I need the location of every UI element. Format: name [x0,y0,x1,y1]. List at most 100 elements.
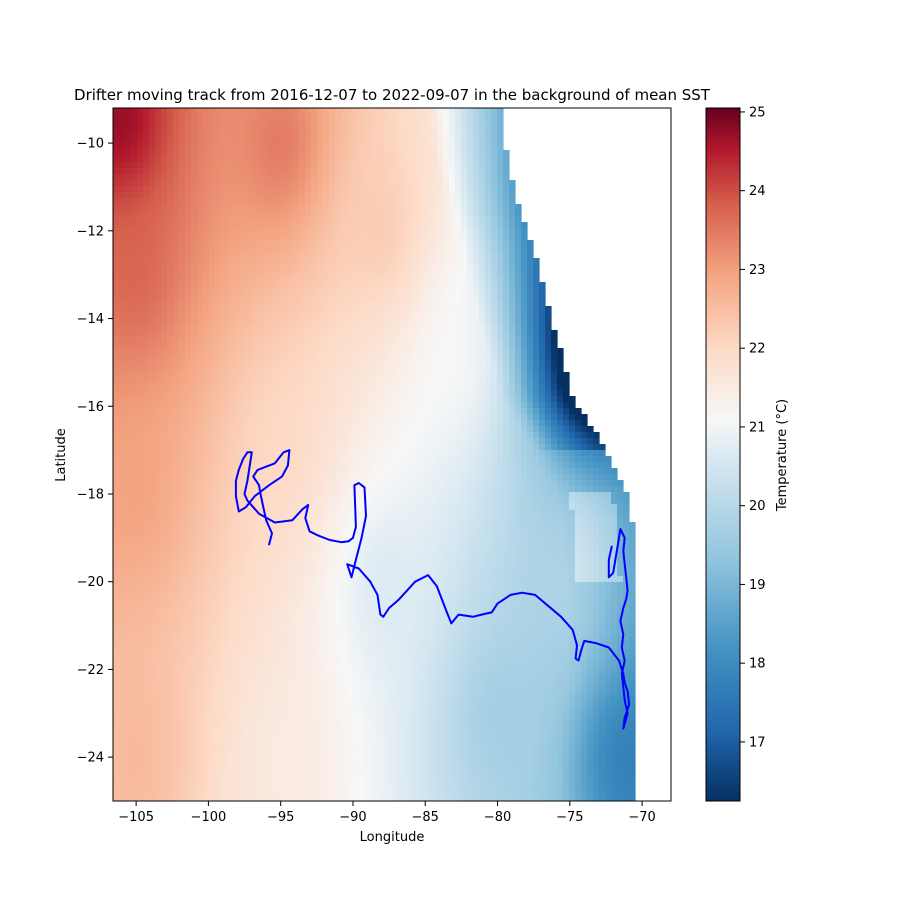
sst-cell [209,198,216,205]
sst-cell [137,438,144,445]
sst-cell [527,270,534,277]
sst-cell [473,186,480,193]
sst-cell [461,204,468,211]
sst-cell [167,312,174,319]
sst-cell [131,372,138,379]
sst-cell [443,264,450,271]
sst-cell [245,330,252,337]
sst-cell [191,420,198,427]
sst-cell [299,198,306,205]
sst-cell [221,480,228,487]
sst-cell [551,360,558,367]
sst-cell [365,210,372,217]
sst-cell [155,408,162,415]
sst-cell [311,168,318,175]
sst-cell [365,216,372,223]
sst-cell [437,228,444,235]
sst-cell [125,354,132,361]
sst-cell [467,384,474,391]
sst-cell [479,180,486,187]
sst-cell [335,240,342,247]
sst-cell [497,366,504,373]
sst-cell [365,258,372,265]
sst-cell [131,144,138,151]
sst-cell [155,384,162,391]
sst-cell [191,216,198,223]
sst-cell [125,462,132,469]
sst-cell [527,420,534,427]
sst-cell [281,480,288,487]
sst-cell [269,330,276,337]
sst-cell [425,348,432,355]
sst-cell [383,492,390,499]
sst-cell [371,294,378,301]
sst-cell [461,288,468,295]
sst-cell [227,444,234,451]
sst-cell [509,492,516,499]
sst-cell [191,132,198,139]
sst-cell [299,420,306,427]
sst-cell [329,390,336,397]
sst-cell [401,432,408,439]
sst-cell [395,288,402,295]
sst-cell [305,348,312,355]
sst-cell [497,216,504,223]
sst-cell [335,300,342,307]
sst-cell [413,126,420,133]
sst-cell [335,198,342,205]
sst-cell [203,330,210,337]
sst-cell [437,438,444,445]
sst-cell [161,426,168,433]
sst-cell [389,510,396,517]
sst-cell [533,498,540,505]
sst-cell [185,504,192,511]
sst-cell [359,174,366,181]
sst-cell [233,378,240,385]
sst-cell [503,300,510,307]
sst-cell [311,408,318,415]
sst-cell [491,432,498,439]
sst-cell [281,378,288,385]
sst-cell [479,426,486,433]
sst-cell [533,366,540,373]
sst-cell [551,444,558,451]
sst-cell [497,246,504,253]
sst-cell [215,492,222,499]
sst-cell [263,270,270,277]
sst-cell [227,132,234,139]
sst-cell [437,114,444,121]
sst-cell [365,480,372,487]
sst-cell [437,498,444,505]
sst-cell [305,480,312,487]
sst-cell [323,324,330,331]
sst-cell [119,216,126,223]
sst-cell [143,288,150,295]
sst-cell [521,366,528,373]
sst-cell [485,468,492,475]
sst-cell [125,282,132,289]
sst-cell [239,186,246,193]
sst-cell [389,282,396,289]
sst-cell [215,348,222,355]
sst-cell [419,240,426,247]
sst-cell [449,312,456,319]
sst-cell [551,402,558,409]
sst-cell [233,270,240,277]
sst-cell [365,198,372,205]
sst-cell [239,396,246,403]
sst-cell [461,306,468,313]
sst-cell [317,378,324,385]
sst-cell [485,486,492,493]
sst-cell [119,348,126,355]
sst-cell [395,240,402,247]
sst-cell [395,252,402,259]
sst-cell [131,282,138,289]
sst-cell [179,138,186,145]
sst-cell [173,336,180,343]
sst-cell [515,234,522,241]
sst-cell [221,132,228,139]
sst-cell [239,372,246,379]
sst-cell [209,378,216,385]
sst-cell [335,120,342,127]
sst-cell [419,186,426,193]
